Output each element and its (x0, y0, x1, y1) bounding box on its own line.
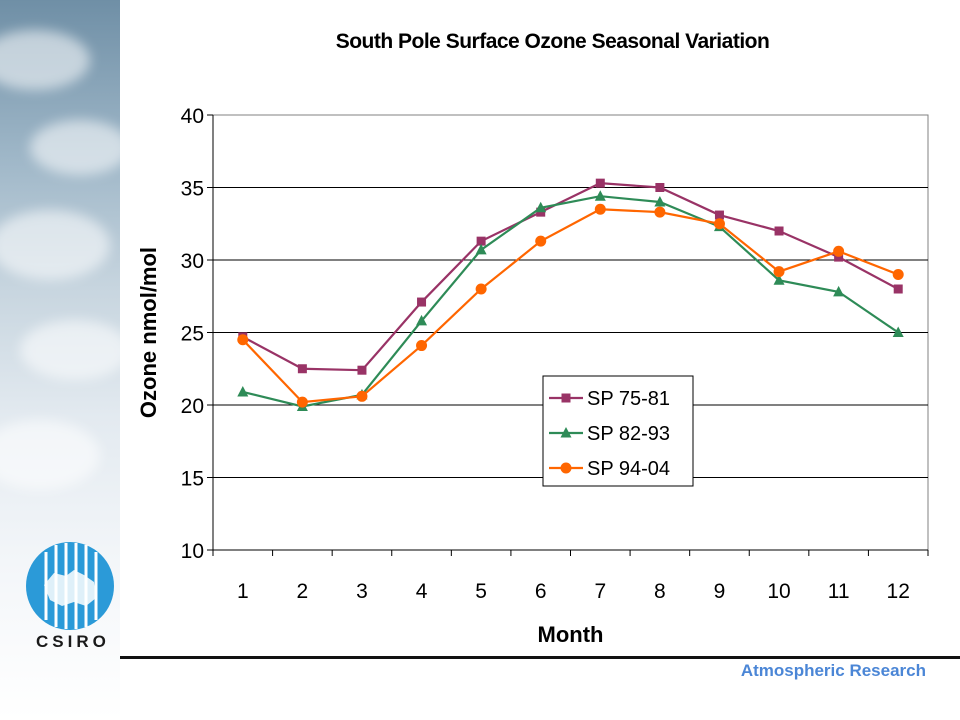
series-3-point (356, 390, 368, 402)
x-tick-label: 6 (535, 580, 547, 603)
series-1-point (595, 178, 605, 188)
series-1-point (714, 210, 724, 220)
x-tick-label: 3 (356, 580, 368, 603)
x-tick-label: 1 (237, 580, 249, 603)
x-tick-label: 4 (416, 580, 428, 603)
series-1-point (476, 236, 486, 246)
series-3-point (892, 269, 904, 280)
series-1-point (297, 364, 307, 374)
legend-label-2: SP 82-93 (587, 423, 670, 445)
series-2-point (654, 196, 666, 207)
legend-label-3: SP 94-04 (587, 458, 670, 480)
x-tick-label: 8 (654, 580, 666, 603)
series-3-point (475, 283, 487, 295)
x-tick-label: 7 (594, 580, 606, 603)
series-1-point (774, 226, 784, 236)
legend-marker-3 (560, 462, 572, 474)
series-2-point (237, 385, 249, 397)
series-3-point (713, 218, 725, 230)
y-tick-label: 25 (181, 323, 204, 346)
x-tick-label: 11 (828, 580, 850, 603)
csiro-logo (24, 540, 116, 660)
chart-title: South Pole Surface Ozone Seasonal Variat… (335, 30, 770, 53)
footer-brand-text: Atmospheric Research (740, 661, 926, 680)
series-3-point (833, 245, 845, 257)
y-tick-label: 10 (181, 540, 204, 563)
legend-marker-2 (560, 427, 572, 438)
series-3-point (773, 266, 785, 278)
series-2-point (535, 201, 547, 213)
legend-label-1: SP 75-81 (587, 388, 670, 410)
series-1-point (834, 252, 844, 262)
footer-divider (120, 656, 960, 659)
series-3-point (296, 396, 308, 408)
x-tick-label: 2 (297, 580, 309, 603)
series-1-point (417, 297, 427, 307)
series-1-point (893, 284, 903, 294)
series-2-point (594, 190, 606, 201)
series-3-point (535, 235, 547, 247)
series-3-point (654, 206, 666, 218)
series-1-point (655, 183, 665, 192)
x-tick-label: 10 (767, 580, 790, 603)
series-2-point (892, 326, 904, 337)
series-2-point (833, 285, 845, 297)
series-line-3 (241, 208, 899, 404)
x-tick-label: 12 (887, 580, 910, 603)
y-tick-label: 20 (181, 395, 204, 418)
sidebar-background (0, 0, 120, 720)
x-axis-label: Month (538, 622, 604, 647)
y-tick-label: 15 (181, 468, 204, 491)
series-3-point (237, 334, 249, 346)
series-line-1 (242, 182, 899, 372)
series-3-point (594, 203, 606, 215)
series-1-point (357, 365, 367, 375)
series-2-point (475, 243, 487, 255)
y-tick-label: 40 (181, 105, 204, 128)
y-tick-label: 35 (181, 178, 204, 201)
series-3-point (416, 340, 428, 352)
series-2-point (773, 274, 785, 285)
y-tick-label: 30 (181, 250, 204, 273)
series-2-point (416, 314, 428, 326)
legend-marker-1 (561, 393, 571, 403)
logo-text: CSIRO (36, 632, 110, 651)
x-tick-label: 5 (475, 580, 487, 603)
y-axis-label: Ozone nmol/mol (136, 247, 161, 418)
x-tick-label: 9 (714, 580, 726, 603)
